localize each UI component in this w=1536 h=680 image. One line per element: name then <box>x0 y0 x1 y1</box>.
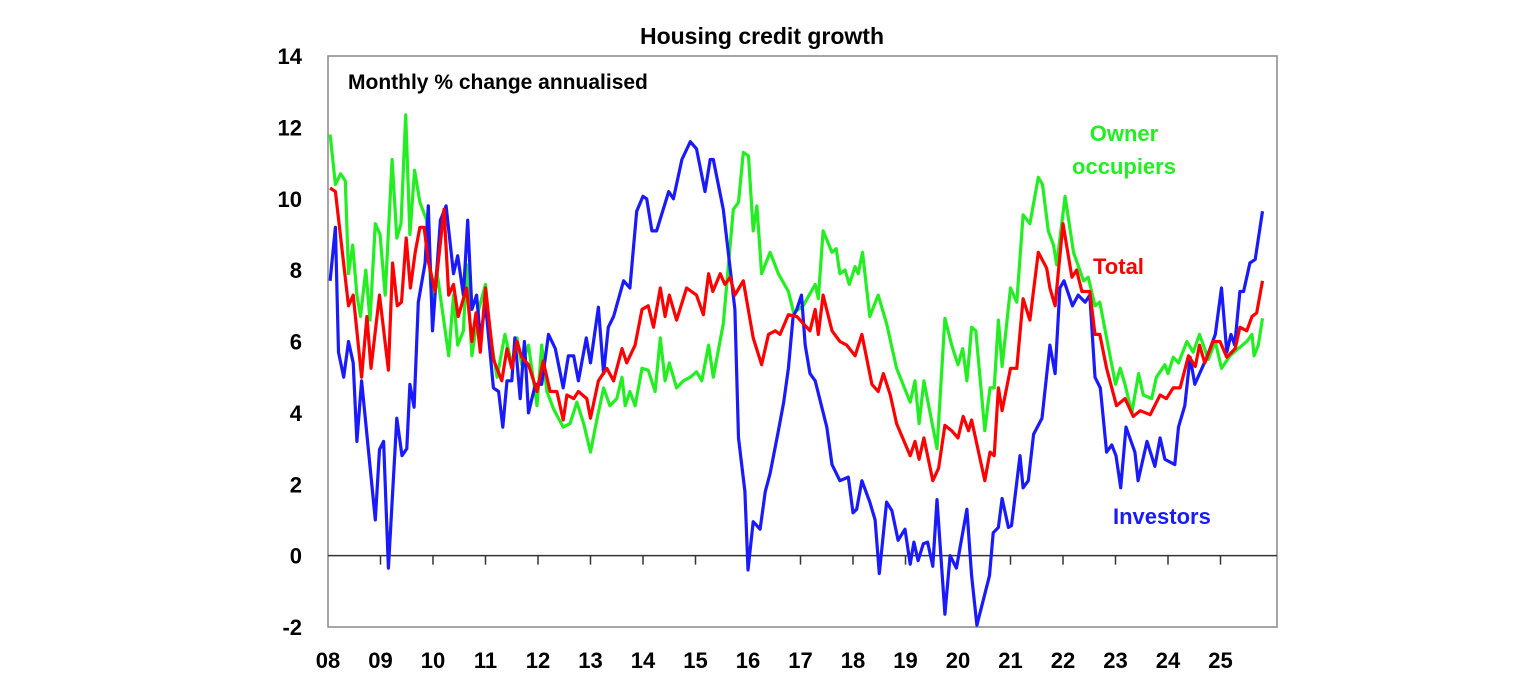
x-tick-label: 18 <box>841 648 865 673</box>
series-label-investors: Investors <box>1113 504 1211 529</box>
x-tick-label: 20 <box>946 648 970 673</box>
series-line-investors <box>328 140 1265 627</box>
y-tick-label: 12 <box>278 115 302 140</box>
y-axis: 14 12 10 8 6 4 2 0 -2 <box>278 44 303 640</box>
x-tick-label: 13 <box>578 648 602 673</box>
x-tick-label: 24 <box>1156 648 1181 673</box>
y-tick-label: 4 <box>290 401 303 426</box>
y-tick-label: -2 <box>282 615 302 640</box>
series-label-total: Total <box>1093 254 1144 279</box>
series-line-total <box>329 186 1265 483</box>
chart-title: Housing credit growth <box>640 23 884 49</box>
x-tick-label: 25 <box>1208 648 1232 673</box>
y-tick-label: 8 <box>290 258 302 283</box>
x-tick-label: 08 <box>316 648 340 673</box>
x-tick-label: 10 <box>421 648 445 673</box>
series-label-owner-occupiers-2: occupiers <box>1072 154 1176 179</box>
y-tick-label: 6 <box>290 330 302 355</box>
x-tick-label: 11 <box>474 648 497 673</box>
x-tick-label: 14 <box>631 648 656 673</box>
plot-area <box>327 55 1278 628</box>
x-tick-label: 09 <box>368 648 392 673</box>
x-tick-label: 22 <box>1051 648 1075 673</box>
series-line-owner-occupiers <box>328 113 1265 454</box>
series-lines <box>328 113 1265 627</box>
y-tick-label: 0 <box>290 544 302 569</box>
x-tick-label: 21 <box>998 648 1022 673</box>
x-tick-label: 16 <box>736 648 760 673</box>
x-axis: 08 09 10 11 12 13 14 15 16 17 18 19 20 21 22 23 24 25 <box>316 554 1277 673</box>
y-tick-label: 14 <box>278 44 303 69</box>
series-label-owner-occupiers: Owner <box>1090 121 1159 146</box>
x-tick-label: 15 <box>683 648 707 673</box>
y-tick-label: 2 <box>290 472 302 497</box>
chart-subtitle: Monthly % change annualised <box>348 71 648 94</box>
x-tick-label: 17 <box>788 648 812 673</box>
y-tick-label: 10 <box>278 187 302 212</box>
x-tick-label: 19 <box>893 648 917 673</box>
x-tick-label: 23 <box>1103 648 1127 673</box>
series-labels: Owner occupiers Total Investors <box>1072 121 1211 529</box>
x-tick-label: 12 <box>526 648 550 673</box>
